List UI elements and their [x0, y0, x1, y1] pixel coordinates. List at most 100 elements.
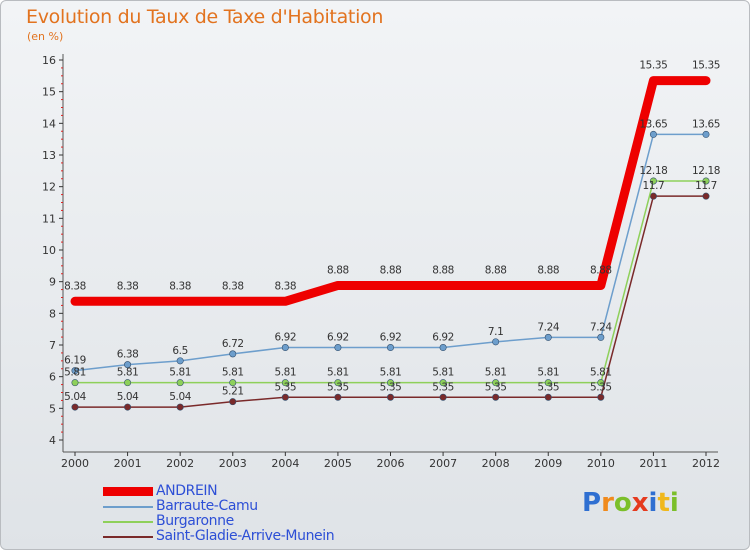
data-point: [492, 338, 500, 346]
x-tick-label: 2002: [166, 457, 194, 470]
data-label: 12.18: [692, 165, 720, 177]
data-label: 8.38: [222, 280, 244, 292]
y-tick-label: 15: [42, 86, 56, 99]
data-point: [386, 344, 394, 352]
data-label: 7.24: [537, 321, 559, 333]
logo-letter: i: [669, 488, 679, 518]
data-label: 8.38: [169, 280, 191, 292]
legend-swatch: [103, 535, 153, 538]
y-tick-label: 16: [42, 54, 56, 67]
x-tick-label: 2004: [271, 457, 299, 470]
data-point: [281, 393, 289, 401]
data-point: [702, 130, 710, 138]
data-point: [229, 398, 237, 406]
logo-letter: r: [601, 488, 614, 518]
legend-item: Barraute-Camu: [103, 499, 334, 514]
x-tick-label: 2012: [692, 457, 720, 470]
data-label: 5.81: [117, 367, 139, 379]
data-point: [71, 367, 79, 375]
data-label: 11.7: [643, 180, 665, 192]
y-tick-label: 4: [49, 434, 56, 447]
legend-label: Barraute-Camu: [156, 498, 258, 514]
data-label: 5.81: [537, 367, 559, 379]
y-tick-label: 12: [42, 181, 56, 194]
data-point: [649, 130, 657, 138]
data-point: [386, 393, 394, 401]
data-label: 5.81: [432, 367, 454, 379]
data-label: 5.21: [222, 386, 244, 398]
data-point: [439, 379, 447, 387]
data-point: [544, 393, 552, 401]
data-label: 5.04: [117, 391, 139, 403]
x-tick-label: 2006: [377, 457, 405, 470]
chart-title: Evolution du Taux de Taxe d'Habitation: [26, 6, 384, 28]
data-label: 5.35: [590, 381, 612, 393]
data-label: 5.81: [327, 367, 349, 379]
legend-swatch: [103, 505, 153, 508]
x-tick-label: 2008: [482, 457, 510, 470]
data-label: 15.35: [639, 60, 667, 72]
chart-legend: ANDREIN Barraute-Camu Burgaronne Saint-Glad…: [103, 483, 335, 544]
data-point: [439, 344, 447, 352]
data-point: [124, 361, 132, 369]
data-label: 6.92: [327, 332, 349, 344]
x-tick-label: 2000: [61, 457, 89, 470]
data-point: [597, 393, 605, 401]
y-tick-label: 11: [42, 212, 56, 225]
data-label: 8.88: [537, 264, 559, 276]
data-label: 5.35: [537, 381, 559, 393]
data-label: 11.7: [695, 180, 717, 192]
data-label: 8.88: [590, 264, 612, 276]
x-tick-label: 2011: [639, 457, 667, 470]
data-label: 6.72: [222, 338, 244, 350]
legend-label: Saint-Gladie-Arrive-Munein: [156, 528, 335, 544]
data-label: 7.1: [488, 326, 504, 338]
data-point: [597, 379, 605, 387]
legend-label: ANDREIN: [156, 483, 218, 499]
y-tick-label: 13: [42, 149, 56, 162]
data-point: [176, 379, 184, 387]
x-tick-label: 2003: [219, 457, 247, 470]
y-tick-label: 10: [42, 244, 56, 257]
data-label: 6.19: [64, 355, 86, 367]
data-point: [124, 403, 132, 411]
data-point: [544, 333, 552, 341]
y-tick-label: 5: [49, 402, 56, 415]
data-label: 8.38: [64, 280, 86, 292]
data-label: 8.88: [485, 264, 507, 276]
logo-letter: o: [613, 488, 632, 518]
data-label: 5.81: [222, 367, 244, 379]
legend-swatch: [103, 487, 153, 496]
data-label: 5.81: [380, 367, 402, 379]
legend-swatch: [103, 520, 153, 523]
data-label: 6.5: [172, 345, 188, 357]
chart-subtitle: (en %): [27, 30, 64, 43]
data-point: [229, 379, 237, 387]
data-label: 6.92: [380, 332, 402, 344]
y-tick-label: 14: [42, 117, 56, 130]
data-point: [176, 403, 184, 411]
data-point: [281, 379, 289, 387]
data-point: [649, 177, 657, 185]
data-label: 5.81: [169, 367, 191, 379]
series-line-0: [70, 76, 711, 306]
data-point: [702, 177, 710, 185]
data-label: 6.92: [432, 332, 454, 344]
data-point: [176, 357, 184, 365]
y-tick-label: 8: [49, 307, 56, 320]
logo-letter: x: [631, 488, 649, 518]
y-tick-label: 6: [49, 371, 56, 384]
x-tick-label: 2001: [114, 457, 142, 470]
x-tick-label: 2010: [587, 457, 615, 470]
data-label: 8.88: [380, 264, 402, 276]
data-point: [492, 393, 500, 401]
data-label: 5.81: [485, 367, 507, 379]
proxiti-logo: Proxiti: [582, 488, 679, 518]
data-point: [71, 403, 79, 411]
data-label: 13.65: [692, 118, 720, 130]
data-label: 5.81: [274, 367, 296, 379]
legend-label: Burgaronne: [156, 513, 234, 529]
data-label: 6.38: [117, 349, 139, 361]
